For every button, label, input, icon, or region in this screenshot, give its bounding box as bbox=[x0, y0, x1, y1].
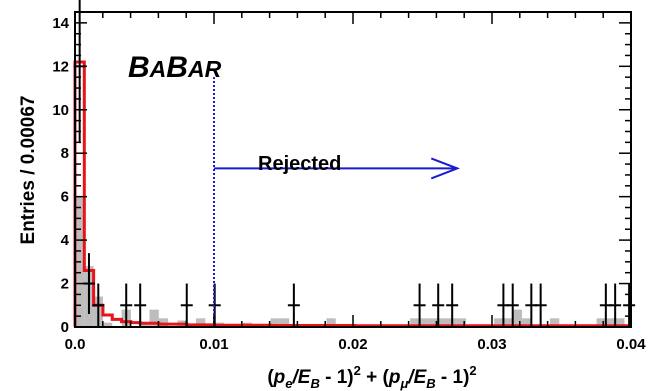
background-bar bbox=[326, 318, 336, 327]
data-point bbox=[534, 283, 547, 327]
fit-curve bbox=[73, 60, 631, 328]
background-bar bbox=[615, 318, 625, 327]
data-point bbox=[287, 283, 300, 327]
background-bar bbox=[549, 318, 560, 327]
background-bar bbox=[605, 318, 616, 327]
y-tick-label: 10 bbox=[52, 102, 69, 119]
background-bar bbox=[456, 318, 467, 327]
background-bar bbox=[149, 309, 159, 327]
data-point bbox=[92, 283, 105, 327]
x-axis-title: (pe/EB - 1)2 + (pμ/EB - 1)2 bbox=[267, 363, 476, 391]
background-bar bbox=[158, 318, 169, 327]
background-bar bbox=[522, 318, 532, 327]
y-tick-label: 14 bbox=[52, 15, 69, 32]
y-tick-label: 2 bbox=[61, 276, 69, 293]
x-tick-label: 0.04 bbox=[616, 336, 646, 353]
background-bar bbox=[279, 318, 290, 327]
background-bar bbox=[140, 322, 150, 327]
y-tick-label: 0 bbox=[61, 319, 69, 336]
data-points bbox=[73, 0, 636, 327]
data-point bbox=[432, 283, 445, 327]
background-bar bbox=[512, 309, 523, 327]
y-tick-label: 12 bbox=[52, 58, 69, 75]
background-histogram bbox=[75, 196, 625, 327]
data-point bbox=[506, 283, 519, 327]
x-tick-label: 0.01 bbox=[199, 336, 228, 353]
background-bar bbox=[596, 318, 606, 327]
background-bar bbox=[102, 322, 113, 327]
background-bar bbox=[419, 318, 429, 327]
data-point bbox=[446, 283, 459, 327]
data-point bbox=[180, 283, 193, 327]
background-bar bbox=[270, 318, 280, 327]
y-tick-label: 4 bbox=[61, 232, 70, 249]
data-point bbox=[120, 283, 133, 327]
data-point bbox=[413, 283, 426, 327]
fit-curve-group bbox=[73, 60, 631, 328]
background-bar bbox=[438, 318, 448, 327]
background-bar bbox=[428, 318, 439, 327]
arrow-head bbox=[430, 157, 461, 180]
y-axis-title: Entries / 0.00067 bbox=[18, 96, 39, 245]
babar-logo: BABAR bbox=[128, 51, 222, 84]
y-axis-ticks: 0 2 4 6 8 10 12 14 bbox=[52, 15, 631, 336]
x-tick-label: 0.02 bbox=[338, 336, 367, 353]
y-tick-label: 6 bbox=[61, 189, 69, 206]
data-point bbox=[609, 283, 622, 327]
background-bar bbox=[503, 318, 513, 327]
cut-group bbox=[213, 77, 461, 327]
data-point bbox=[134, 283, 147, 327]
x-axis-ticks: 0.0 0.01 0.02 0.03 0.04 bbox=[65, 12, 646, 353]
x-tick-label: 0.03 bbox=[477, 336, 506, 353]
background-bar bbox=[410, 318, 420, 327]
y-tick-label: 8 bbox=[61, 145, 69, 162]
rejected-label: Rejected bbox=[258, 153, 341, 175]
background-bar bbox=[494, 318, 504, 327]
x-tick-label: 0.0 bbox=[65, 336, 86, 353]
background-bar bbox=[196, 318, 206, 327]
